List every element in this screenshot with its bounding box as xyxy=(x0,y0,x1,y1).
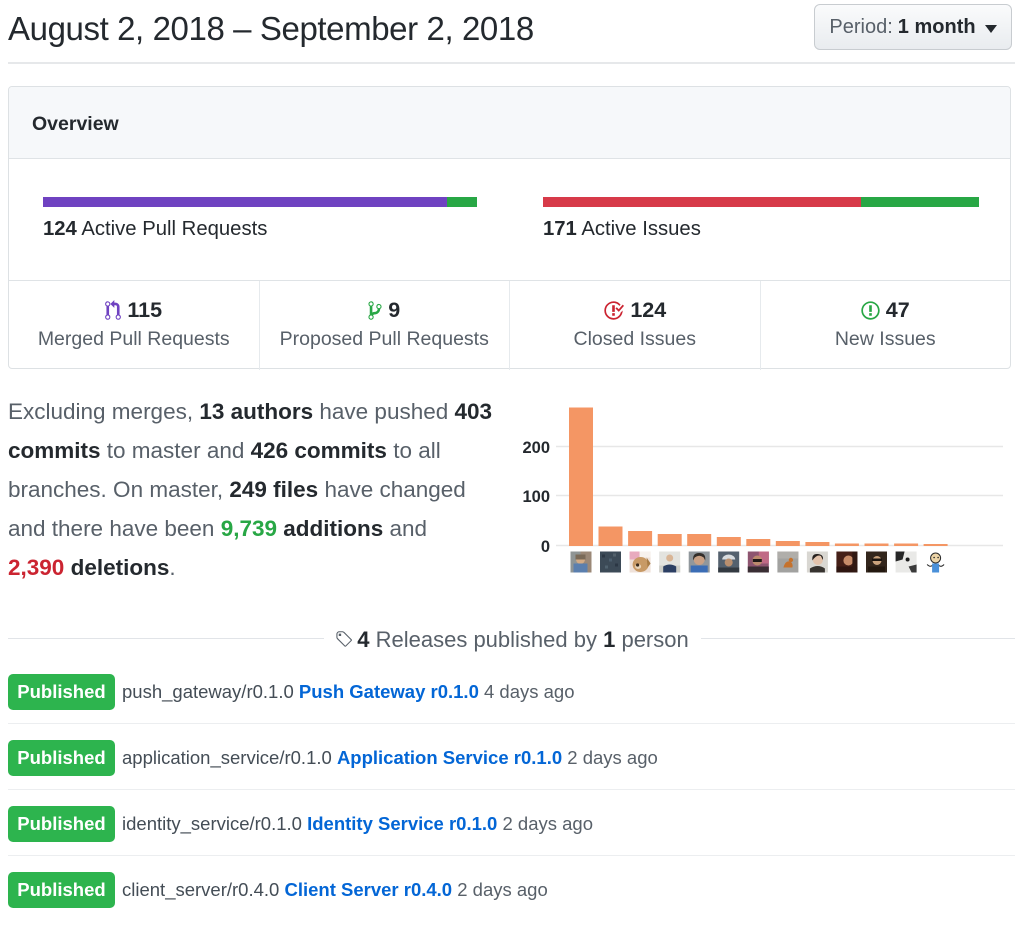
svg-text:100: 100 xyxy=(522,488,550,506)
svg-text:200: 200 xyxy=(522,439,550,457)
svg-text:0: 0 xyxy=(541,538,550,556)
